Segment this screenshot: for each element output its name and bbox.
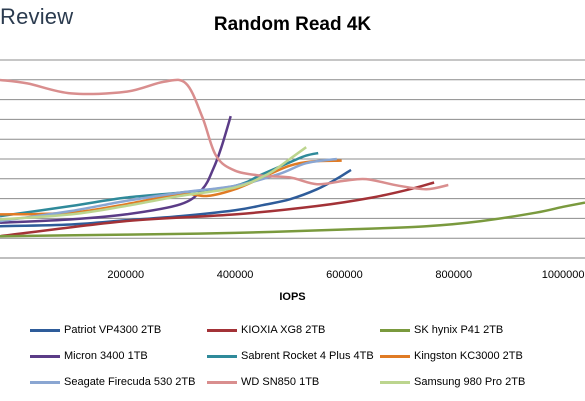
legend-label: Sabrent Rocket 4 Plus 4TB [241, 350, 374, 362]
review-logo: Review [0, 4, 74, 29]
series-line [0, 78, 449, 191]
legend-label: KIOXIA XG8 2TB [241, 324, 326, 336]
legend-item: KIOXIA XG8 2TB [207, 322, 325, 338]
legend-swatch [207, 328, 237, 332]
legend-swatch [207, 380, 237, 384]
series-line [0, 157, 337, 223]
legend-swatch [207, 354, 237, 358]
legend-item: Sabrent Rocket 4 Plus 4TB [207, 348, 374, 364]
chart-title: Random Read 4K [213, 14, 372, 35]
legend-label: Samsung 980 Pro 2TB [414, 376, 526, 388]
legend-label: SK hynix P41 2TB [414, 324, 504, 336]
legend-swatch [30, 354, 60, 358]
legend-item: WD SN850 1TB [207, 374, 319, 390]
series-line [0, 181, 435, 238]
x-tick-label: 1000000 [542, 269, 585, 281]
x-tick-label: 400000 [217, 269, 254, 281]
x-tick-label: 600000 [326, 269, 363, 281]
legend-item: Patriot VP4300 2TB [30, 322, 161, 338]
legend-swatch [380, 354, 410, 358]
chart-legend: Patriot VP4300 2TB KIOXIA XG8 2TB SK hynix… [30, 322, 585, 394]
legend-swatch [30, 380, 60, 384]
series-line [0, 151, 319, 218]
line-chart: 200000 400000 600000 800000 1000000 [0, 59, 585, 281]
legend-item: Micron 3400 1TB [30, 348, 148, 364]
series-line [0, 201, 585, 238]
legend-item: Seagate Firecuda 530 2TB [30, 374, 195, 390]
series-line [0, 115, 232, 225]
x-tick-label: 200000 [107, 269, 144, 281]
series-line [0, 159, 342, 216]
legend-swatch [30, 328, 60, 332]
legend-label: WD SN850 1TB [241, 376, 320, 388]
legend-label: Kingston KC3000 2TB [414, 350, 523, 362]
legend-item: SK hynix P41 2TB [380, 322, 503, 338]
legend-label: Micron 3400 1TB [64, 350, 148, 362]
legend-item: Kingston KC3000 2TB [380, 348, 523, 364]
legend-swatch [380, 380, 410, 384]
legend-label: Patriot VP4300 2TB [64, 324, 162, 336]
legend-label: Seagate Firecuda 530 2TB [64, 376, 196, 388]
x-axis-label: IOPS [279, 291, 306, 303]
legend-swatch [380, 328, 410, 332]
series-line [0, 146, 307, 221]
legend-item: Samsung 980 Pro 2TB [380, 374, 525, 390]
x-tick-label: 800000 [435, 269, 472, 281]
